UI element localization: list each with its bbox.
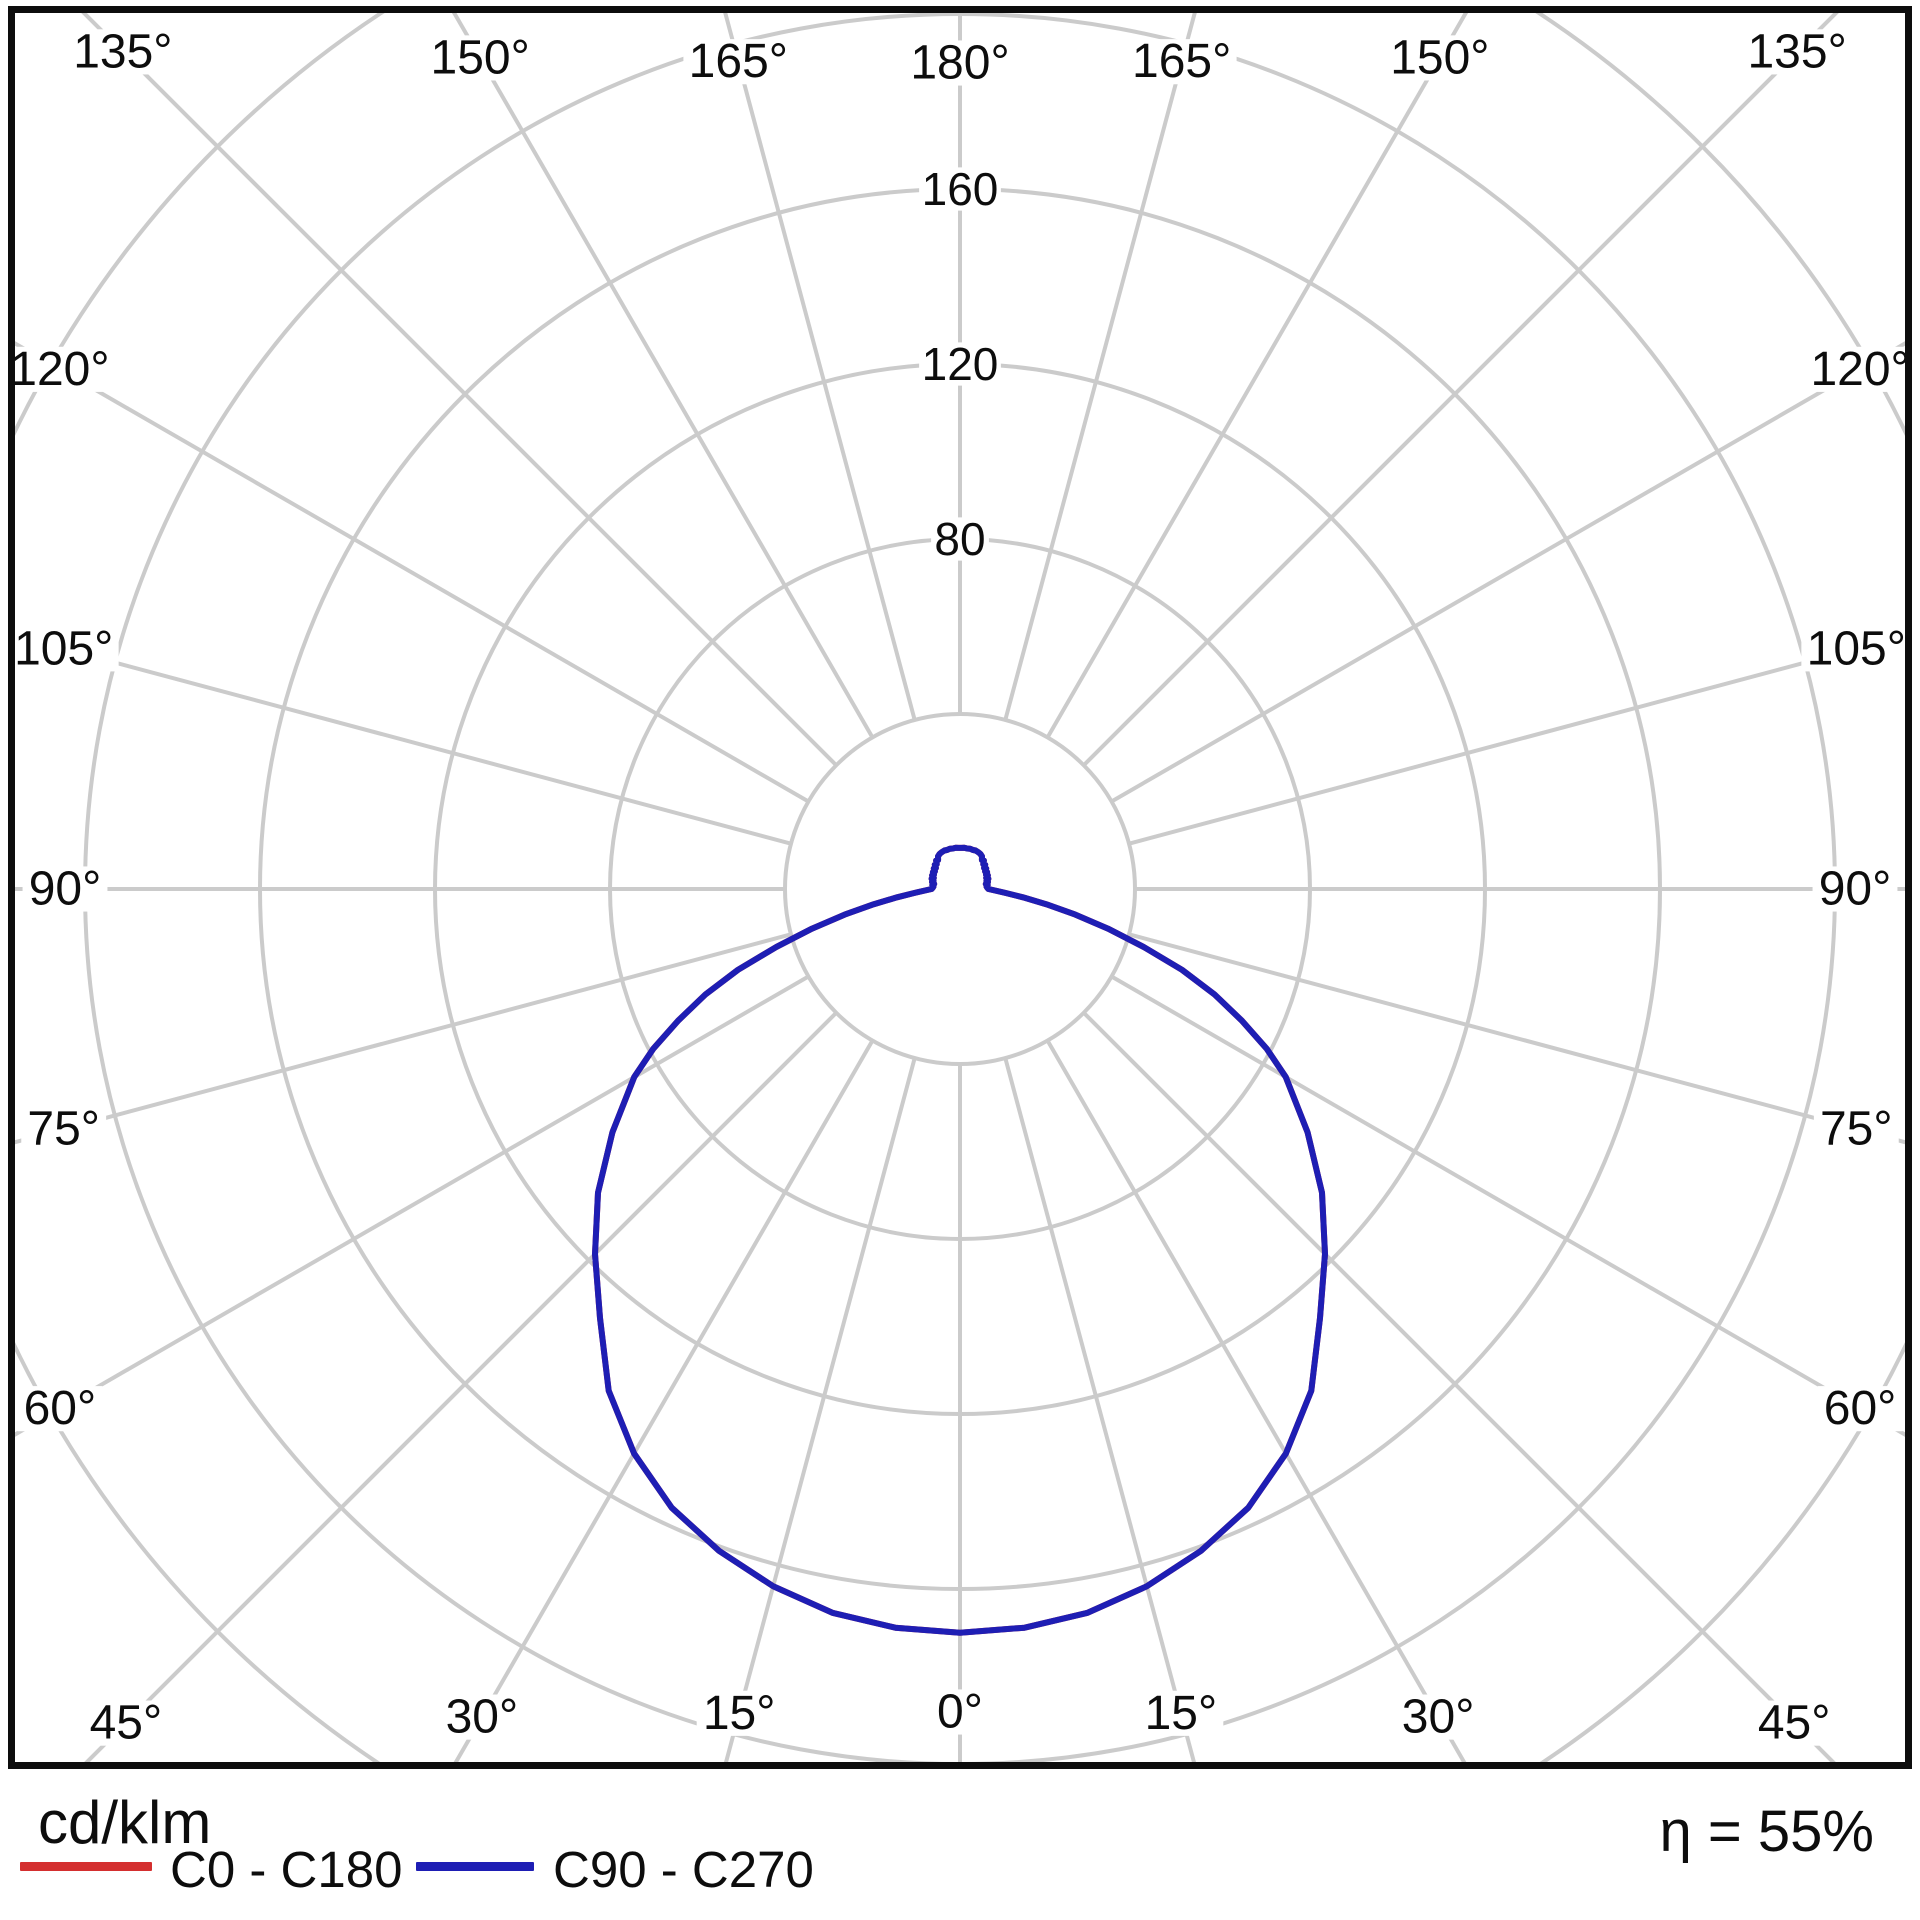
efficiency-label: η = 55% — [1659, 1799, 1874, 1864]
angle-label: 105° — [1807, 622, 1906, 675]
angle-label: 165° — [1132, 35, 1231, 88]
angle-label: 90° — [29, 863, 102, 916]
legend-label-c0-c180: C0 - C180 — [170, 1841, 403, 1898]
radial-tick-label: 80 — [934, 513, 985, 565]
angle-label: 60° — [24, 1382, 97, 1435]
angle-label: 15° — [1145, 1687, 1218, 1740]
angle-label: 30° — [1402, 1691, 1475, 1744]
unit-label: cd/klm — [38, 1789, 212, 1856]
angle-label: 45° — [90, 1697, 163, 1750]
curve-c90-c270 — [592, 844, 1328, 1636]
angle-label: 120° — [1810, 343, 1909, 396]
angle-label: 45° — [1758, 1697, 1831, 1750]
angle-label: 30° — [446, 1691, 519, 1744]
angle-label: 15° — [703, 1687, 776, 1740]
radial-tick-label: 120 — [922, 338, 999, 390]
angle-label: 75° — [1820, 1103, 1893, 1156]
angle-label: 165° — [689, 35, 788, 88]
angle-label: 135° — [73, 25, 172, 78]
legend-swatch-c0-c180 — [20, 1862, 152, 1871]
angle-label: 75° — [27, 1103, 100, 1156]
radial-tick-label: 160 — [922, 163, 999, 215]
angle-label: 180° — [910, 37, 1009, 90]
angle-label: 135° — [1747, 25, 1846, 78]
angle-label: 0° — [937, 1686, 983, 1739]
angle-label: 60° — [1824, 1382, 1897, 1435]
legend-swatch-c90-c270 — [416, 1862, 534, 1871]
legend-label-c90-c270: C90 - C270 — [553, 1841, 814, 1898]
angle-label: 90° — [1819, 863, 1892, 916]
angle-label: 150° — [1390, 31, 1489, 84]
angle-label: 120° — [10, 343, 109, 396]
legend: cd/klm C0 - C180 C90 - C270 — [0, 1780, 1920, 1920]
angle-label: 105° — [14, 622, 113, 675]
angle-label: 150° — [431, 31, 530, 84]
